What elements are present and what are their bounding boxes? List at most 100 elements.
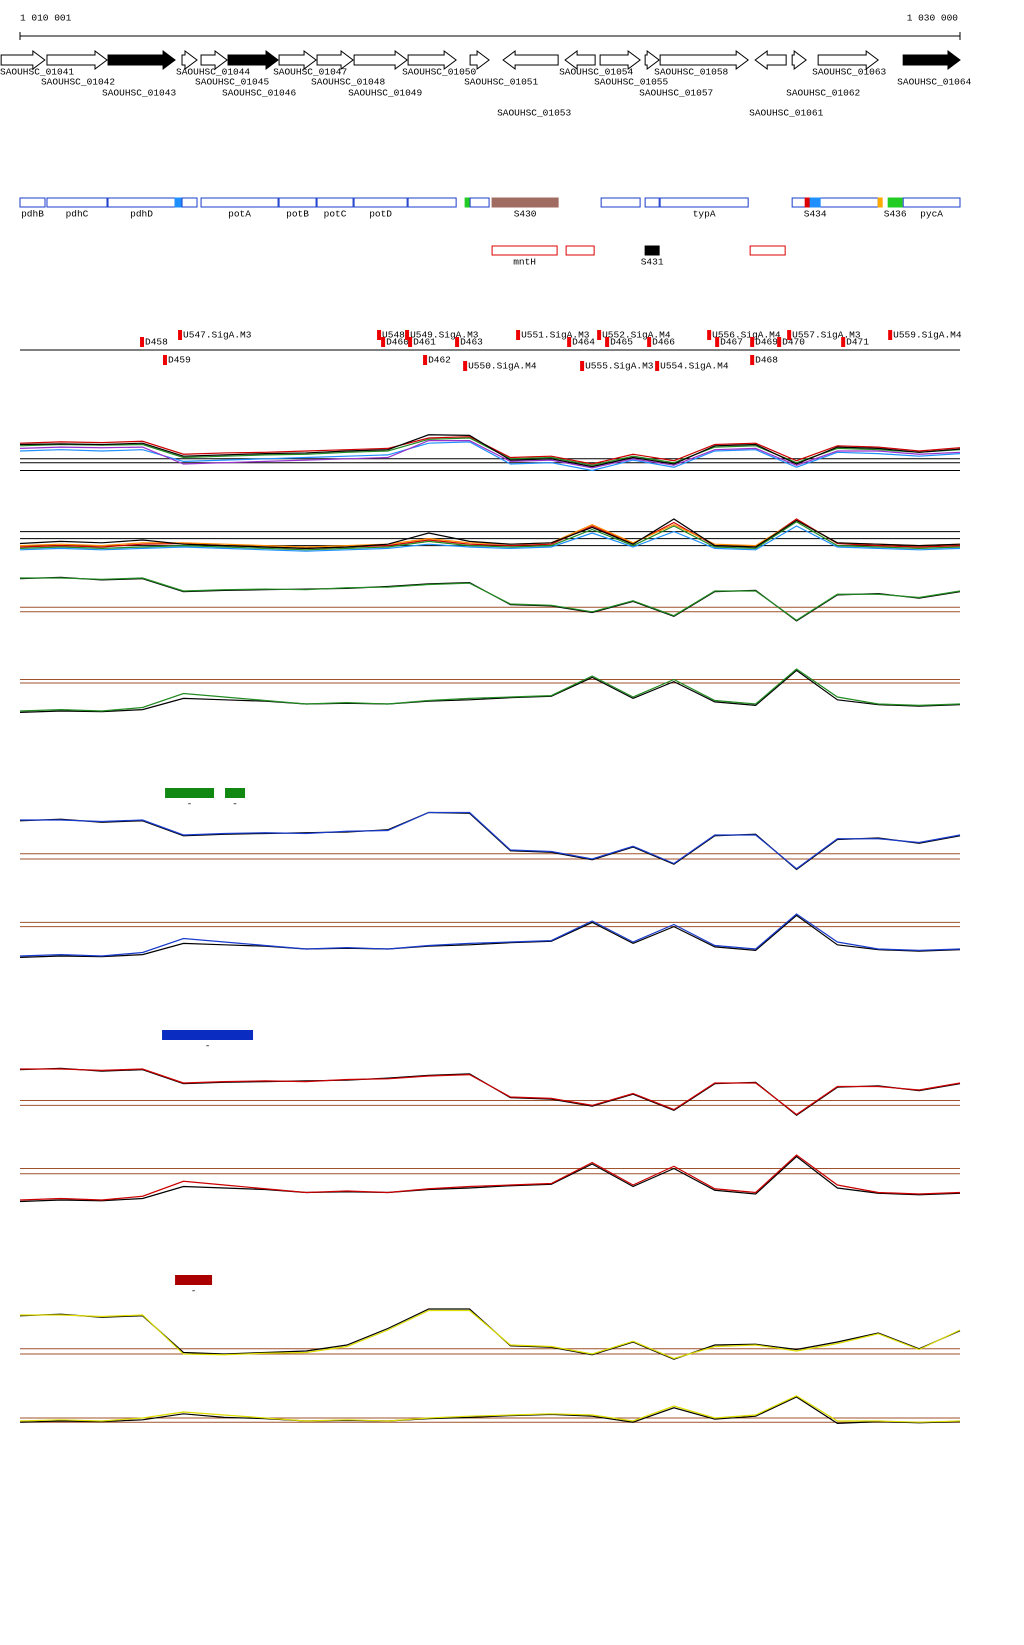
signal-line: [19, 1155, 961, 1203]
gene-arrow: [502, 50, 559, 70]
feature: [644, 197, 660, 208]
signal-line: [19, 525, 961, 552]
bar-label: -: [205, 1041, 211, 1052]
feature-label: pycA: [920, 209, 943, 220]
feature: [464, 197, 471, 208]
signal-line: [20, 1068, 961, 1116]
bar: [225, 788, 246, 798]
signal-line: [19, 1396, 961, 1425]
segment-label: U554.SigA.M4: [660, 361, 729, 372]
gene-label: SAOUHSC_01049: [348, 88, 422, 99]
segment-marker: [580, 361, 585, 371]
segment-marker: [455, 337, 460, 347]
feature: [278, 197, 317, 208]
segment-label: D463: [460, 337, 483, 348]
feature: [644, 245, 660, 256]
signal-line: [19, 811, 961, 871]
gene-label: SAOUHSC_01045: [195, 77, 269, 88]
gene-arrow: [0, 50, 46, 70]
gene-arrow: [791, 50, 807, 70]
gene-label: SAOUHSC_01063: [812, 67, 886, 78]
segment-marker: [597, 330, 602, 340]
feature-label: S434: [804, 209, 827, 220]
feature: [200, 197, 279, 208]
ruler-end: 1 030 000: [907, 13, 959, 24]
gene-label: SAOUHSC_01053: [497, 108, 571, 119]
gene-arrow: [46, 50, 108, 70]
gene-arrow: [316, 50, 354, 70]
segment-label: U549.SigA.M3: [410, 330, 479, 341]
segment-label: U551.SigA.M3: [521, 330, 590, 341]
segment-label: U556.SigA.M4: [712, 330, 781, 341]
gene-arrow: [407, 50, 457, 70]
feature: [804, 197, 811, 208]
bar: [162, 1030, 254, 1040]
segment-label: U555.SigA.M3: [585, 361, 654, 372]
feature: [316, 197, 354, 208]
signal-line: [19, 518, 961, 550]
feature-label: S431: [641, 257, 664, 268]
signal-line: [20, 811, 961, 870]
segment-marker: [381, 337, 386, 347]
gene-arrow: [644, 50, 660, 70]
gene-label: SAOUHSC_01046: [222, 88, 296, 99]
feature: [181, 197, 198, 208]
feature-label: pdhD: [130, 209, 153, 220]
segment-marker: [408, 337, 413, 347]
feature-label: potA: [228, 209, 251, 220]
feature: [659, 197, 749, 208]
segment-label: U559.SigA.M4: [893, 330, 962, 341]
feature-label: S436: [884, 209, 907, 220]
gene-arrow: [599, 50, 641, 70]
segment-label: D467: [720, 337, 743, 348]
signal-line: [19, 668, 961, 712]
signal-line: [19, 1154, 961, 1201]
bar-label: -: [187, 799, 193, 810]
segment-marker: [777, 337, 782, 347]
segment-marker: [750, 355, 755, 365]
segment-marker: [423, 355, 428, 365]
gene-arrow: [227, 50, 279, 70]
gene-arrow: [902, 50, 961, 70]
feature-label: mntH: [513, 257, 536, 268]
gene-label: SAOUHSC_01051: [464, 77, 538, 88]
feature: [407, 197, 457, 208]
bar-label: -: [191, 1286, 197, 1297]
feature: [174, 197, 183, 208]
feature-label: pdhB: [21, 209, 44, 220]
feature-label: potD: [369, 209, 392, 220]
segment-marker: [787, 330, 792, 340]
segment-marker: [750, 337, 755, 347]
segment-marker: [140, 337, 145, 347]
signal-line: [19, 913, 961, 957]
feature: [107, 197, 176, 208]
feature: [877, 197, 883, 208]
gene-label: SAOUHSC_01050: [402, 67, 476, 78]
signal-line: [20, 577, 961, 621]
segment-label: D470: [782, 337, 805, 348]
signal-line: [19, 669, 961, 713]
gene-arrow: [107, 50, 176, 70]
segment-marker: [178, 330, 183, 340]
segment-label: D465: [610, 337, 633, 348]
segment-marker: [715, 337, 720, 347]
segment-label: D460: [386, 337, 409, 348]
segment-label: D458: [145, 337, 168, 348]
segment-marker: [647, 337, 652, 347]
feature: [809, 197, 821, 208]
signal-line: [19, 1308, 961, 1360]
gene-label: SAOUHSC_01058: [654, 67, 728, 78]
segment-marker: [841, 337, 846, 347]
segment-label: D471: [846, 337, 869, 348]
feature: [565, 245, 595, 256]
signal-line: [19, 434, 961, 468]
segment-label: D462: [428, 355, 451, 366]
gene-arrow: [200, 50, 228, 70]
signal-line: [19, 1395, 961, 1423]
feature: [353, 197, 408, 208]
gene-arrow: [353, 50, 408, 70]
gene-label: SAOUHSC_01055: [594, 77, 668, 88]
segment-marker: [163, 355, 168, 365]
gene-arrow: [469, 50, 490, 70]
